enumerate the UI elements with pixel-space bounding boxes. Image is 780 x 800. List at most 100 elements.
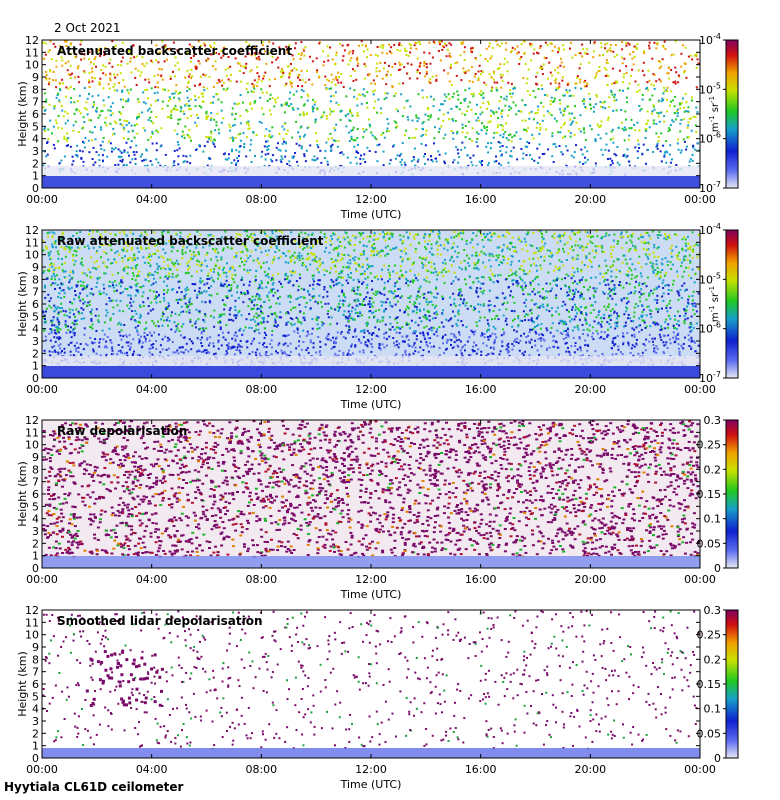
y-tick-label: 3	[32, 145, 39, 158]
colorbar-tick-label: 0.2	[704, 463, 722, 476]
x-tick-label: 20:00	[574, 573, 606, 586]
x-axis-label: Time (UTC)	[340, 208, 402, 221]
plot-frame	[41, 39, 701, 189]
y-tick-label: 12	[25, 34, 39, 47]
colorbar-tick-label: 0.05	[697, 537, 722, 550]
colorbar-tick-label: 0.3	[704, 414, 722, 427]
colorbar-tick-label: 0.05	[697, 727, 722, 740]
x-tick-label: 20:00	[574, 193, 606, 206]
x-tick-label: 20:00	[574, 763, 606, 776]
colorbar-tick-label: 10-6	[699, 321, 721, 336]
colorbar-scale	[725, 609, 739, 759]
colorbar-tick-label: 0.1	[704, 703, 722, 716]
x-tick-label: 12:00	[355, 383, 387, 396]
heatmap-image	[42, 420, 700, 568]
y-tick-label: 3	[32, 335, 39, 348]
panel-4: Smoothed lidar depolarisation01234567891…	[16, 604, 739, 791]
x-tick-label: 16:00	[465, 573, 497, 586]
x-tick-label: 08:00	[245, 573, 277, 586]
y-tick-label: 12	[25, 414, 39, 427]
x-tick-label: 00:00	[26, 573, 58, 586]
colorbar: 10-7 10-6 10-5 10-4 m-1 sr-1	[699, 222, 739, 385]
x-tick-label: 00:00	[684, 383, 716, 396]
colorbar: 10-7 10-6 10-5 10-4 m-1 sr-1	[699, 32, 739, 195]
y-tick-label: 10	[25, 439, 39, 452]
x-tick-label: 12:00	[355, 573, 387, 586]
y-axis-label: Height (km)	[16, 81, 29, 147]
y-tick-label: 5	[32, 310, 39, 323]
y-tick-label: 9	[32, 451, 39, 464]
panel-2: Raw attenuated backscatter coefficient 0 1…	[16, 222, 739, 411]
y-tick-label: 6	[32, 488, 39, 501]
y-tick-label: 1	[32, 170, 39, 183]
x-tick-label: 04:00	[136, 383, 168, 396]
y-axis-label: Height (km)	[16, 651, 29, 717]
x-tick-label: 00:00	[684, 763, 716, 776]
plot-frame	[41, 609, 701, 759]
x-tick-label: 16:00	[465, 383, 497, 396]
y-tick-label: 3	[32, 715, 39, 728]
panel-1: Attenuated backscatter coefficient012345…	[16, 32, 739, 221]
y-tick-label: 11	[25, 616, 39, 629]
y-tick-label: 7	[32, 286, 39, 299]
y-tick-label: 11	[25, 236, 39, 249]
colorbar-scale	[725, 229, 739, 379]
colorbar-tick-label: 10-6	[699, 131, 721, 146]
colorbar-tick-label: 0	[714, 752, 721, 765]
x-tick-label: 08:00	[245, 193, 277, 206]
x-tick-label: 20:00	[574, 383, 606, 396]
y-tick-label: 7	[32, 476, 39, 489]
y-tick-label: 6	[32, 298, 39, 311]
y-tick-label: 1	[32, 740, 39, 753]
colorbar-scale	[725, 419, 739, 569]
colorbar-unit-label: m-1 sr-1	[708, 96, 721, 132]
panel-title: Raw attenuated backscatter coefficient	[57, 234, 324, 248]
x-tick-label: 16:00	[465, 763, 497, 776]
x-tick-label: 04:00	[136, 193, 168, 206]
colorbar-tick-label: 10-5	[699, 271, 721, 286]
heatmap-image	[42, 230, 700, 378]
y-tick-label: 10	[25, 249, 39, 262]
y-tick-label: 2	[32, 347, 39, 360]
y-tick-label: 4	[32, 323, 39, 336]
colorbar: 0 0.05 0.1 0.15 0.2 0.25 0.3	[697, 604, 739, 765]
colorbar-unit-label: m-1 sr-1	[708, 286, 721, 322]
colorbar-tick-label: 10-7	[699, 370, 721, 385]
x-tick-label: 16:00	[465, 193, 497, 206]
y-tick-label: 5	[32, 120, 39, 133]
y-tick-label: 4	[32, 133, 39, 146]
y-tick-label: 5	[32, 690, 39, 703]
y-tick-label: 4	[32, 703, 39, 716]
colorbar-tick-label: 0.3	[704, 604, 722, 617]
colorbar: 0 0.05 0.1 0.15 0.2 0.25 0.3	[697, 414, 739, 575]
heatmap-image	[42, 610, 700, 758]
y-tick-label: 2	[32, 727, 39, 740]
panel-title: Raw depolarisation	[57, 424, 187, 438]
x-tick-label: 00:00	[26, 383, 58, 396]
x-axis-label: Time (UTC)	[340, 398, 402, 411]
y-tick-label: 10	[25, 629, 39, 642]
x-axis-label: Time (UTC)	[340, 588, 402, 601]
y-tick-label: 12	[25, 604, 39, 617]
y-tick-label: 8	[32, 463, 39, 476]
y-tick-label: 9	[32, 71, 39, 84]
x-tick-label: 08:00	[245, 763, 277, 776]
y-tick-label: 5	[32, 500, 39, 513]
y-tick-label: 8	[32, 273, 39, 286]
y-tick-label: 12	[25, 224, 39, 237]
x-tick-label: 04:00	[136, 763, 168, 776]
colorbar-tick-label: 0.15	[697, 488, 722, 501]
x-tick-label: 12:00	[355, 193, 387, 206]
x-tick-label: 00:00	[684, 573, 716, 586]
colorbar-tick-label: 0.15	[697, 678, 722, 691]
y-tick-label: 8	[32, 83, 39, 96]
y-axis-label: Height (km)	[16, 271, 29, 337]
y-tick-label: 0	[32, 182, 39, 195]
x-tick-label: 00:00	[26, 763, 58, 776]
panel-title: Smoothed lidar depolarisation	[57, 614, 263, 628]
footer-label: Hyytiala CL61D ceilometer	[4, 780, 184, 794]
y-tick-label: 0	[32, 372, 39, 385]
y-tick-label: 7	[32, 96, 39, 109]
